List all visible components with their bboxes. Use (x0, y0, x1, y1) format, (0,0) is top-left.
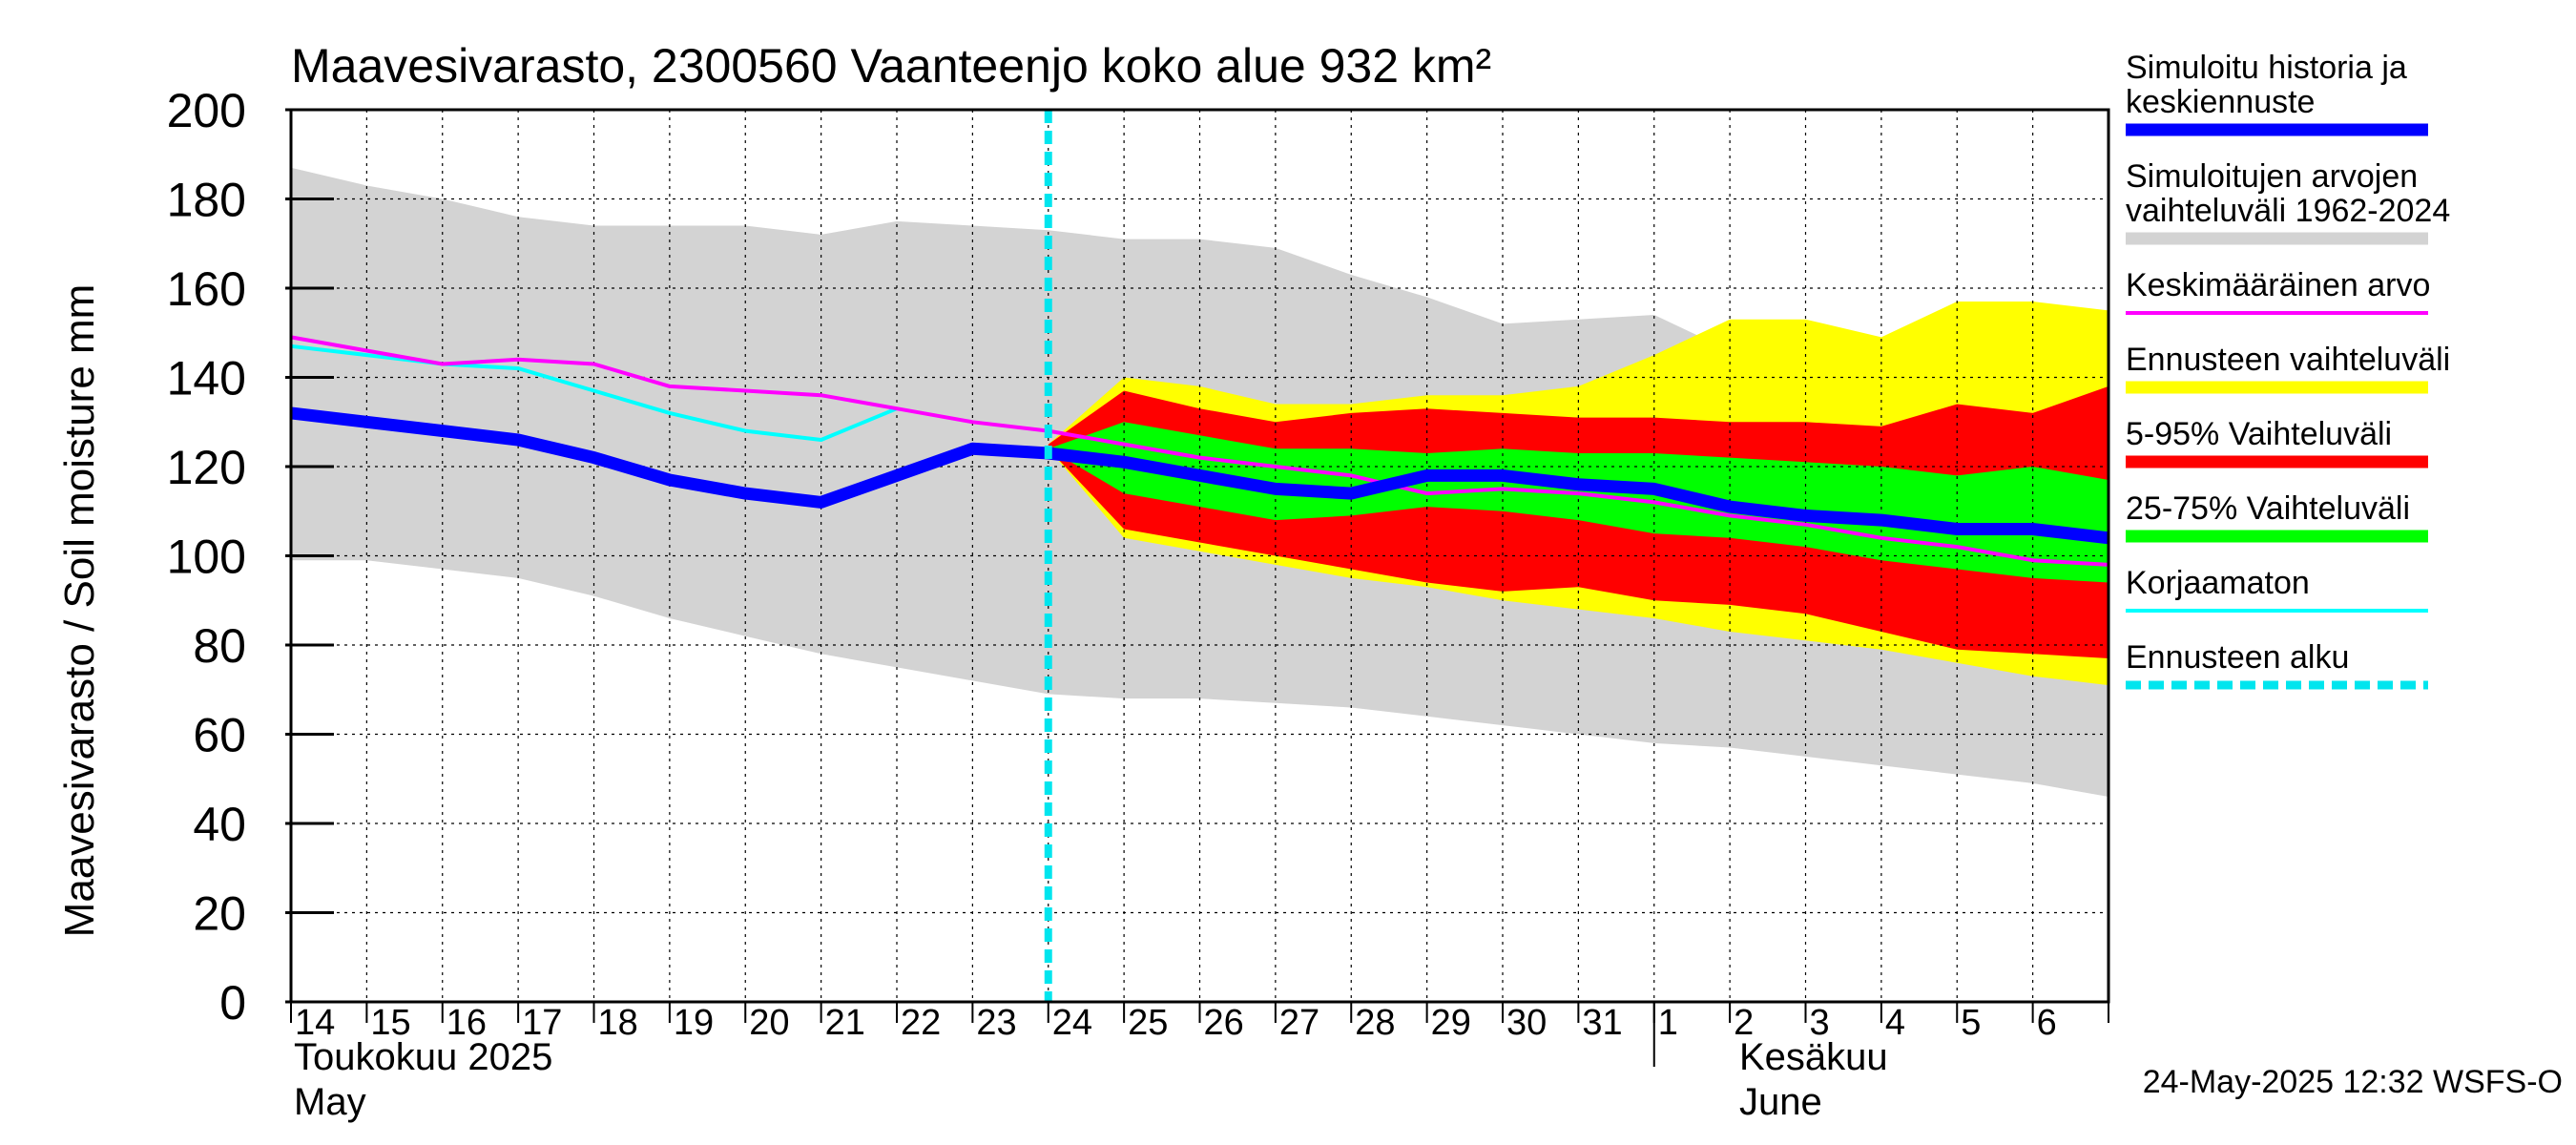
x-tick-label: 23 (976, 1003, 1016, 1043)
legend-label: keskiennuste (2126, 84, 2315, 120)
legend-label: 5-95% Vaihteluväli (2126, 416, 2392, 452)
x-tick-label: 27 (1279, 1003, 1319, 1043)
x-tick-label: 21 (825, 1003, 865, 1043)
y-tick-labels: 0 20 40 60 80 100 120 140 160 180 200 (167, 84, 246, 1030)
x-tick-label: 6 (2037, 1003, 2057, 1043)
legend-label: Ennusteen vaihteluväli (2126, 342, 2450, 378)
x-tick-label: 28 (1355, 1003, 1395, 1043)
x-tick-label: 29 (1431, 1003, 1471, 1043)
y-tick-label: 180 (167, 174, 246, 227)
x-tick-label: 4 (1885, 1003, 1905, 1043)
x-tick-label: 26 (1204, 1003, 1244, 1043)
x-tick-label: 16 (447, 1003, 487, 1043)
legend-label: Keskimääräinen arvo (2126, 267, 2430, 303)
p25-75-band (1048, 422, 2109, 583)
footer-timestamp: 24-May-2025 12:32 WSFS-O (2143, 1064, 2563, 1100)
month-label-may-fi: Toukokuu 2025 (294, 1036, 552, 1078)
y-tick-label: 80 (193, 619, 246, 673)
month-label-may-en: May (294, 1081, 366, 1123)
simulated-forecast-line (290, 406, 2109, 545)
x-tick-label: 22 (901, 1003, 941, 1043)
y-tick-label: 200 (167, 84, 246, 137)
x-tick-label: 5 (1961, 1003, 1981, 1043)
p25-75-area (1048, 422, 2109, 583)
uncorrected-line (290, 344, 898, 442)
y-tick-label: 120 (167, 441, 246, 494)
x-tick-label: 15 (370, 1003, 410, 1043)
grid-lines (291, 110, 2109, 1002)
x-tick-label: 17 (522, 1003, 562, 1043)
y-tick-label: 100 (167, 531, 246, 584)
legend-label: Korjaamaton (2126, 565, 2310, 601)
legend-label: 25-75% Vaihteluväli (2126, 490, 2410, 527)
x-tick-label: 30 (1506, 1003, 1547, 1043)
x-tick-label: 3 (1810, 1003, 1830, 1043)
y-tick-label: 40 (193, 798, 246, 851)
month-label-june-en: June (1739, 1081, 1822, 1123)
x-tick-label: 25 (1128, 1003, 1168, 1043)
x-tick-label: 1 (1658, 1003, 1678, 1043)
x-tick-label: 24 (1052, 1003, 1092, 1043)
y-tick-label: 60 (193, 709, 246, 762)
legend-label: Simuloitujen arvojen (2126, 158, 2418, 195)
x-tick-label: 19 (674, 1003, 714, 1043)
x-tick-label: 31 (1582, 1003, 1622, 1043)
x-tick-label: 20 (749, 1003, 789, 1043)
legend-label: Simuloitu historia ja (2126, 50, 2407, 86)
y-tick-label: 160 (167, 262, 246, 316)
y-tick-label: 20 (193, 887, 246, 941)
x-tick-label: 18 (598, 1003, 638, 1043)
series-lines (290, 110, 2109, 1002)
month-label-june-fi: Kesäkuu (1739, 1036, 1888, 1078)
axes (285, 108, 2110, 1067)
chart-title: Maavesivarasto, 2300560 Vaanteenjo koko … (291, 39, 1491, 93)
x-tick-labels: 14 15 16 17 18 19 20 21 22 23 24 25 26 27 28 29 30 31 1 2 3 4… (295, 1003, 2057, 1043)
legend-label: Ennusteen alku (2126, 639, 2349, 676)
y-tick-label: 140 (167, 352, 246, 406)
mean-line (290, 335, 2109, 567)
legend-label: vaihteluväli 1962-2024 (2126, 193, 2450, 229)
x-tick-label: 2 (1734, 1003, 1754, 1043)
y-axis-label: Maavesivarasto / Soil moisture mm (56, 284, 103, 938)
y-tick-label: 0 (219, 976, 246, 1030)
x-tick-label: 14 (295, 1003, 335, 1043)
